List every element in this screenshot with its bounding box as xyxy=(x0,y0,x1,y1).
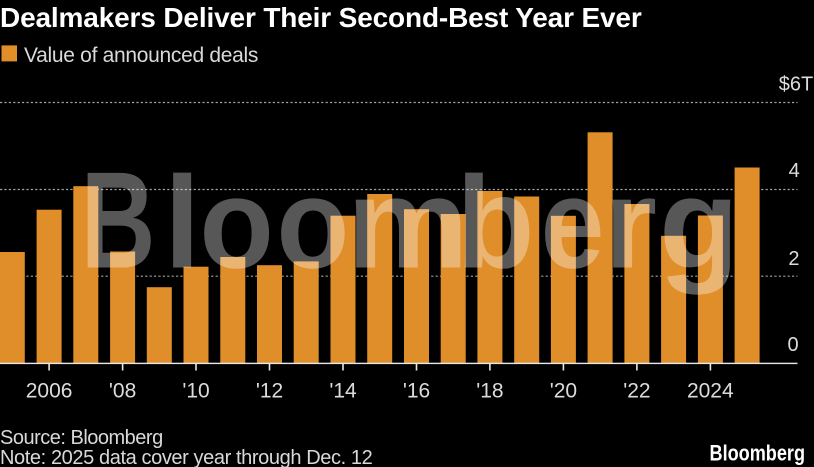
svg-text:'14: '14 xyxy=(329,380,357,403)
svg-text:'12: '12 xyxy=(256,380,283,403)
svg-text:o: o xyxy=(277,152,350,295)
svg-text:'08: '08 xyxy=(109,380,136,403)
svg-text:Source: Bloomberg: Source: Bloomberg xyxy=(0,427,163,449)
svg-text:'18: '18 xyxy=(476,380,503,403)
svg-text:0: 0 xyxy=(787,334,798,356)
svg-text:m: m xyxy=(347,153,469,296)
svg-text:$6T: $6T xyxy=(779,73,813,95)
svg-text:2024: 2024 xyxy=(687,380,734,403)
svg-text:g: g xyxy=(659,153,739,296)
svg-text:'20: '20 xyxy=(550,380,577,403)
svg-text:'22: '22 xyxy=(623,380,650,403)
svg-text:4: 4 xyxy=(789,160,800,182)
svg-text:b: b xyxy=(456,150,534,295)
svg-text:Value of announced deals: Value of announced deals xyxy=(24,44,258,67)
svg-text:2006: 2006 xyxy=(26,380,73,403)
svg-text:Note: 2025 data cover year thr: Note: 2025 data cover year through Dec. … xyxy=(0,447,373,467)
svg-text:'10: '10 xyxy=(182,380,209,403)
svg-text:'16: '16 xyxy=(403,380,430,403)
svg-text:Bloomberg: Bloomberg xyxy=(710,440,806,465)
svg-text:2: 2 xyxy=(788,248,799,270)
svg-text:B: B xyxy=(81,143,156,297)
svg-text:l: l xyxy=(164,149,200,296)
svg-text:o: o xyxy=(199,152,273,296)
svg-text:Dealmakers Deliver Their Secon: Dealmakers Deliver Their Second-Best Yea… xyxy=(0,2,642,33)
svg-text:r: r xyxy=(604,153,658,296)
svg-text:e: e xyxy=(541,151,605,294)
